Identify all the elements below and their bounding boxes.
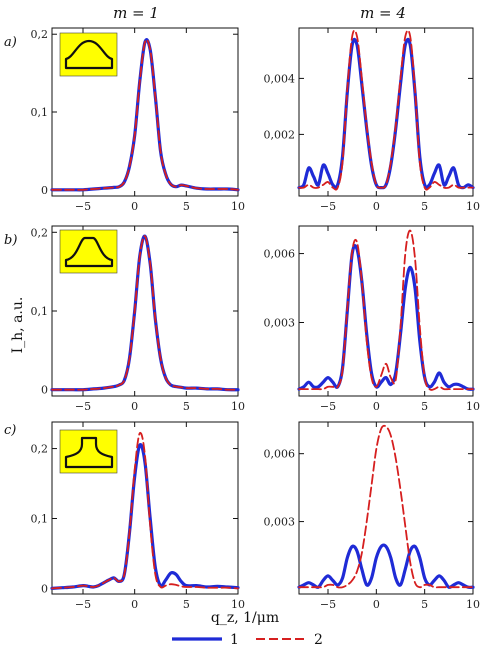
series-1-line bbox=[297, 244, 475, 391]
series-2-line bbox=[298, 29, 474, 191]
panels: −5 0 5 10 0 0,1 0,2 −5 0 5 10 0,002 0,004 −5 0 5 10 0 0,1 0… bbox=[31, 27, 480, 611]
y-axis-label: I_h, a.u. bbox=[10, 297, 26, 354]
x-tick-label: 0 bbox=[373, 400, 380, 413]
x-tick-label: −5 bbox=[320, 400, 336, 413]
y-tick-label: 0,2 bbox=[31, 443, 49, 456]
x-tick-label: 5 bbox=[421, 200, 428, 213]
y-tick-label: 0 bbox=[41, 582, 48, 595]
x-tick-label: −5 bbox=[75, 400, 91, 413]
x-tick-label: 10 bbox=[231, 200, 245, 213]
legend: 1 2 bbox=[172, 632, 323, 648]
panel-1: −5 0 5 10 0 0,1 0,2 bbox=[31, 27, 245, 213]
x-tick-label: 5 bbox=[421, 400, 428, 413]
row-label-c: c) bbox=[4, 423, 16, 438]
legend-label-1: 1 bbox=[230, 632, 239, 648]
y-tick-label: 0,006 bbox=[264, 448, 296, 461]
series-2-line bbox=[298, 424, 474, 589]
panel-4: −5 0 5 10 0,003 0,006 bbox=[264, 225, 480, 413]
x-tick-label: 5 bbox=[183, 598, 190, 611]
y-tick-label: 0,002 bbox=[264, 128, 296, 141]
y-tick-label: 0,004 bbox=[264, 72, 296, 85]
legend-label-2: 2 bbox=[314, 632, 323, 648]
y-tick-label: 0,003 bbox=[264, 516, 296, 529]
plot-frame bbox=[298, 225, 474, 397]
y-tick-label: 0,2 bbox=[31, 226, 49, 239]
x-tick-label: 0 bbox=[131, 400, 138, 413]
x-tick-label: 0 bbox=[131, 598, 138, 611]
notch-profile-icon bbox=[59, 429, 118, 474]
series-2-line bbox=[51, 38, 239, 191]
plot-frame bbox=[298, 27, 474, 197]
column-header-m1: m = 1 bbox=[113, 4, 159, 22]
row-label-a: a) bbox=[4, 35, 17, 50]
panel-5: −5 0 5 10 0 0,1 0,2 bbox=[31, 421, 245, 611]
y-tick-label: 0,1 bbox=[31, 512, 49, 525]
x-tick-label: 0 bbox=[373, 200, 380, 213]
y-tick-label: 0,2 bbox=[31, 28, 49, 41]
mesa-profile-icon bbox=[59, 229, 118, 274]
y-tick-label: 0 bbox=[41, 384, 48, 397]
x-tick-label: 5 bbox=[183, 200, 190, 213]
series-1-line bbox=[297, 37, 475, 190]
plot-frame bbox=[51, 421, 239, 595]
column-header-m4: m = 4 bbox=[360, 4, 406, 22]
panel-3: −5 0 5 10 0 0,1 0,2 bbox=[31, 225, 245, 413]
x-tick-label: 10 bbox=[466, 598, 480, 611]
x-tick-label: 0 bbox=[373, 598, 380, 611]
y-tick-label: 0,1 bbox=[31, 305, 49, 318]
x-tick-label: −5 bbox=[320, 598, 336, 611]
series-1-line bbox=[297, 543, 475, 589]
y-tick-label: 0 bbox=[41, 184, 48, 197]
panel-2: −5 0 5 10 0,002 0,004 bbox=[264, 27, 480, 213]
y-tick-label: 0,1 bbox=[31, 106, 49, 119]
series-2-line bbox=[298, 229, 474, 391]
x-tick-label: 10 bbox=[466, 400, 480, 413]
y-tick-label: 0,006 bbox=[264, 248, 296, 261]
series-2-line bbox=[51, 431, 239, 590]
row-label-b: b) bbox=[4, 233, 17, 248]
x-tick-label: 5 bbox=[421, 598, 428, 611]
x-tick-label: 10 bbox=[231, 598, 245, 611]
x-tick-label: −5 bbox=[75, 598, 91, 611]
x-tick-label: −5 bbox=[75, 200, 91, 213]
plot-frame bbox=[298, 421, 474, 595]
ridge-profile-icon bbox=[59, 32, 118, 77]
x-tick-label: −5 bbox=[320, 200, 336, 213]
series-2-line bbox=[51, 235, 239, 391]
y-tick-label: 0,003 bbox=[264, 316, 296, 329]
x-tick-label: 10 bbox=[231, 400, 245, 413]
x-tick-label: 5 bbox=[183, 400, 190, 413]
x-axis-label: q_z, 1/μm bbox=[211, 610, 279, 626]
x-tick-label: 0 bbox=[131, 200, 138, 213]
panel-6: −5 0 5 10 0,003 0,006 bbox=[264, 421, 480, 611]
x-tick-label: 10 bbox=[466, 200, 480, 213]
